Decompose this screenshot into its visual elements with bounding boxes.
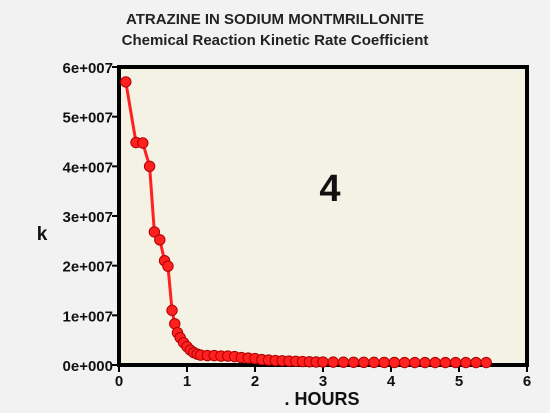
- data-point: [337, 356, 350, 368]
- x-tick-label: 6: [523, 373, 531, 390]
- data-point: [358, 356, 370, 369]
- y-tick-label: 3e+007: [63, 209, 113, 226]
- data-point: [480, 356, 492, 369]
- data-point: [148, 226, 161, 238]
- x-tick-label: 2: [251, 373, 259, 390]
- series-layer: [120, 76, 492, 369]
- x-tick-label: 3: [319, 373, 327, 390]
- ticks: 0 1 2 3 4 5 6 0e+000 1e+007 2e+007 3e+007 4e+007 5e+…: [63, 60, 532, 390]
- plot-area: [119, 67, 527, 365]
- data-point: [166, 304, 178, 317]
- x-tick-label: 0: [115, 373, 123, 390]
- x-tick-label: 1: [183, 373, 191, 390]
- data-point: [347, 356, 360, 368]
- plot-annotation: 4: [319, 168, 340, 210]
- data-point: [398, 356, 411, 369]
- chart-subtitle: Chemical Reaction Kinetic Rate Coefficie…: [122, 32, 429, 49]
- data-point: [449, 356, 462, 369]
- data-point: [460, 356, 472, 369]
- data-point: [409, 356, 421, 369]
- data-point: [137, 137, 149, 149]
- data-point: [317, 356, 329, 368]
- chart-title: ATRAZINE IN SODIUM MONTMRILLONITE: [126, 11, 424, 28]
- x-axis-label: . HOURS: [284, 389, 359, 409]
- y-tick-label: 5e+007: [63, 110, 113, 127]
- data-point: [388, 356, 401, 369]
- data-point: [378, 356, 390, 369]
- y-tick-label: 1e+007: [63, 308, 113, 325]
- y-axis-label: k: [37, 224, 48, 245]
- x-tick-label: 5: [455, 373, 463, 390]
- data-point: [327, 356, 339, 368]
- data-point: [470, 356, 482, 369]
- y-tick-label: 2e+007: [63, 259, 113, 276]
- data-point: [154, 234, 166, 246]
- data-point: [439, 356, 452, 369]
- y-tick-label: 0e+000: [63, 358, 113, 375]
- y-tick-label: 4e+007: [63, 159, 113, 176]
- data-point: [419, 356, 431, 369]
- x-tick-label: 4: [387, 373, 396, 390]
- data-point: [143, 160, 156, 173]
- y-tick-label: 6e+007: [63, 60, 113, 77]
- data-point: [429, 356, 441, 369]
- data-point: [162, 260, 174, 272]
- data-point: [120, 76, 132, 88]
- data-point: [368, 356, 380, 369]
